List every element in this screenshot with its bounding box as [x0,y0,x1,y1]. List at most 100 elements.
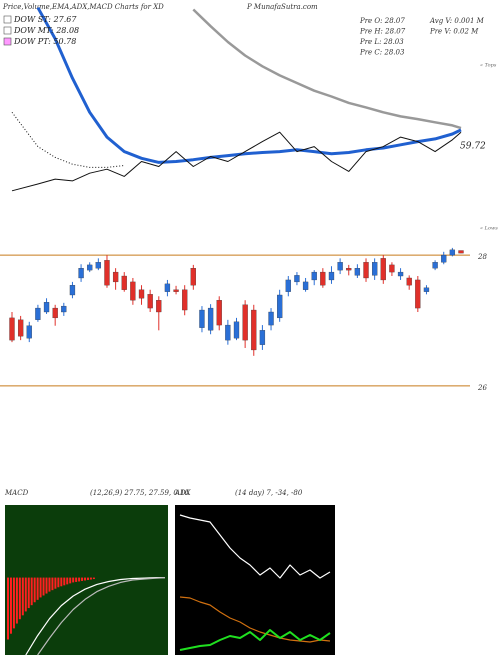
candle-body [363,262,369,279]
stat-text: Pre L: 28.03 [359,38,404,46]
panel-subtitle: (14 day) 7, -34, -80 [235,489,303,497]
histogram-bar [54,577,57,589]
histogram-bar [36,577,39,600]
histogram-bar [12,577,15,629]
histogram-bar [51,577,54,591]
candle-body [458,250,464,254]
series-line [37,577,166,656]
candle-body [78,268,84,279]
candle-body [87,264,93,271]
site-name: P MunafaSutra.com [246,3,318,11]
series-line [25,577,165,656]
candle-body [346,268,352,271]
series-line [192,8,462,130]
candle-body [69,285,76,296]
candle-body [337,262,343,271]
histogram-bar [15,577,18,624]
histogram-bar [21,577,24,616]
candle-body [61,305,67,313]
histogram-bar [57,577,60,588]
candle-body [216,300,222,326]
histogram-bar [60,577,63,587]
legend-swatch [3,26,12,35]
stat-text: Pre V: 0.02 M [429,28,479,36]
candle-body [441,254,447,263]
series-line [36,6,462,164]
candle-body [233,321,240,339]
candle-body [43,302,50,313]
candle-body [328,271,335,281]
annotation: « Tops [480,63,497,69]
histogram-bar [66,577,69,585]
y-tick-label: 28 [477,253,487,261]
legend-swatch [3,37,12,46]
candle-body [389,264,395,273]
legend-label: DOW PT: 50.78 [13,37,76,46]
histogram-bar [27,577,30,609]
histogram-bar [18,577,21,620]
candle-body [415,279,421,309]
histogram-bar [33,577,36,603]
histogram-bar [24,577,27,612]
candle-body [225,324,231,341]
candle-body [138,289,145,299]
candle-body [26,325,32,339]
candle-body [112,271,119,283]
candle-body [17,319,24,337]
stat-text: Pre H: 28.07 [359,28,406,36]
series-line [11,111,125,168]
histogram-bar [45,577,48,594]
candle-body [259,330,266,345]
candle-body [104,260,110,286]
histogram-bar [42,577,45,596]
candle-body [52,307,58,319]
legend-label: DOW ST: 27.67 [13,15,77,24]
histogram-bar [75,577,78,582]
series-line [179,514,331,579]
candle-body [311,271,317,281]
candle-body [320,271,326,286]
panel-title: ADX [174,489,192,497]
histogram-bar [63,577,66,586]
panel-subtitle: (12,26,9) 27.75, 27.59, 0.16 [90,489,190,497]
candle-body [354,268,361,276]
candle-body [147,294,153,309]
candle-body [268,311,274,326]
histogram-bar [72,577,75,583]
candle-body [95,262,101,269]
page-title: Price,Volume,EMA,ADX,MACD Charts for XD [2,3,164,11]
last-value-label: 59.72 [460,142,486,152]
candle-body [449,249,456,256]
series-line [179,596,331,643]
stat-text: Pre C: 28.03 [359,49,405,57]
candle-body [164,283,171,292]
candle-body [406,277,412,286]
candle-body [294,275,300,283]
candle-body [156,300,162,313]
histogram-bar [89,577,92,580]
candle-body [380,258,386,281]
histogram-bar [30,577,33,606]
candle-body [190,268,196,286]
candle-body [372,262,378,276]
histogram-bar [48,577,51,592]
candle-body [242,304,248,341]
candle-body [277,294,283,319]
candle-body [9,317,15,341]
legend-label: DOW MT: 28.08 [13,26,79,35]
candle-body [35,307,41,320]
candle-body [121,275,127,290]
stat-text: Avg V: 0.001 M [429,17,485,25]
histogram-bar [9,577,12,634]
candle-body [173,289,179,292]
candle-body [199,309,205,328]
legend-swatch [3,15,12,24]
candle-body [285,279,291,292]
panel-title: MACD [4,489,29,497]
series-line [11,131,462,192]
candle-body [130,281,136,301]
series-line [179,629,331,651]
histogram-bar [92,577,95,580]
candle-body [251,309,257,351]
panel-background [175,505,335,655]
